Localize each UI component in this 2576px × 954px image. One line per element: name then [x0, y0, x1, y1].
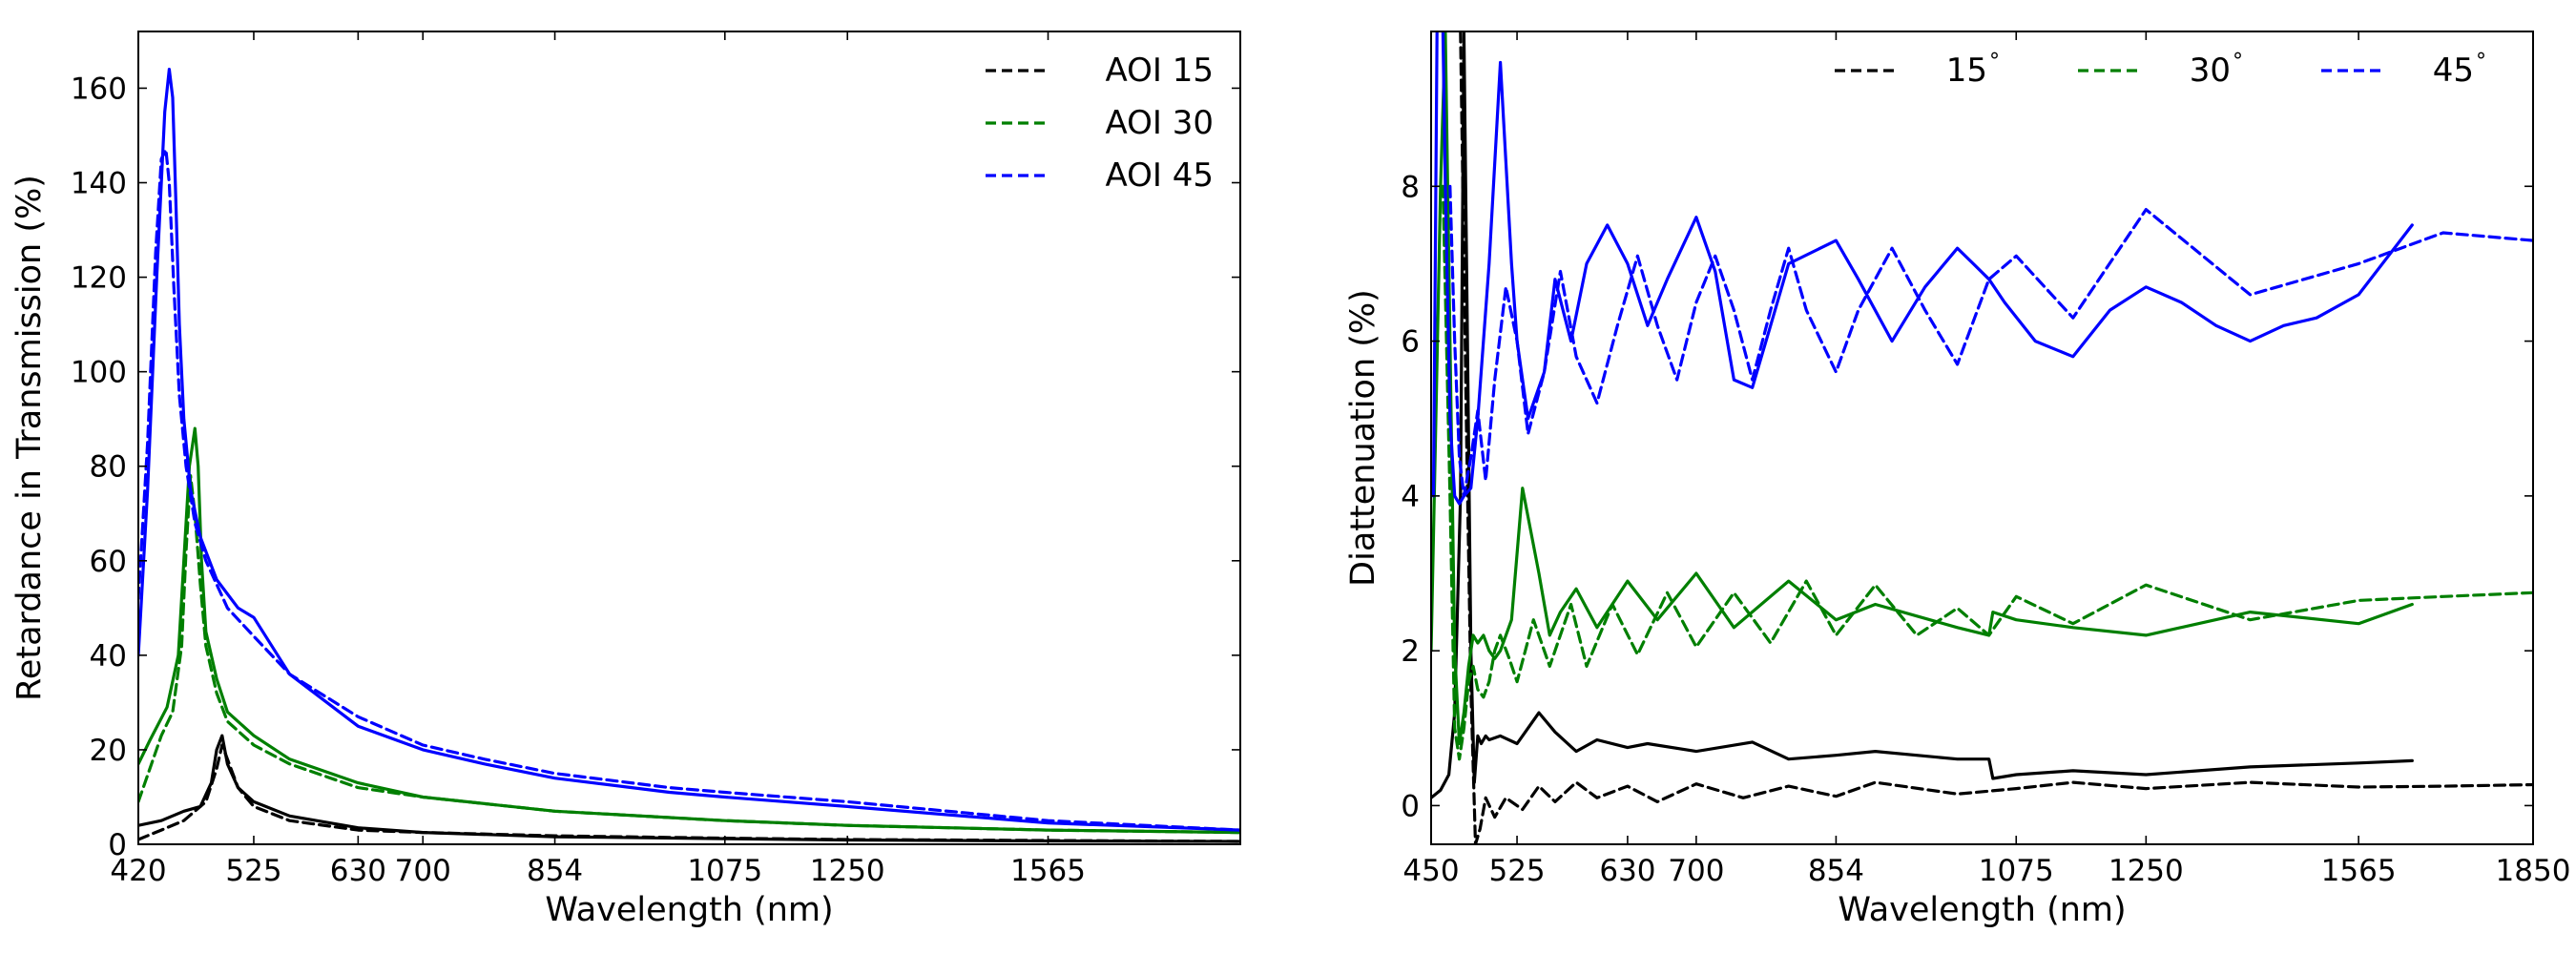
x-tick-label: 700: [1668, 854, 1724, 888]
x-tick-label: 1250: [2109, 854, 2184, 888]
x-tick-label: 1565: [2321, 854, 2397, 888]
legend: AOI 15 AOI 30 AOI 45: [986, 52, 1214, 195]
series-line-45-measured: [1431, 31, 2414, 506]
plot-area: [138, 67, 1240, 843]
x-tick-label: 1075: [687, 854, 762, 888]
series-line-45-model: [1448, 184, 2533, 498]
plot-frame: [1430, 31, 2534, 845]
y-tick-label: 160: [71, 72, 127, 106]
y-tick-label: 2: [1401, 634, 1420, 669]
y-tick-label: 100: [71, 356, 127, 390]
legend-degree-sign: °: [2476, 50, 2486, 73]
x-tick-label: 630: [1599, 854, 1655, 888]
legend-label: AOI 15: [1105, 52, 1214, 90]
series-line-aoi-15-model: [138, 743, 1240, 843]
x-tick-label: 854: [527, 854, 583, 888]
legend-degree-sign: °: [1989, 50, 2000, 73]
y-tick-label: 6: [1401, 325, 1420, 360]
series-line-15-measured: [1431, 31, 2414, 799]
x-tick-label: 700: [395, 854, 451, 888]
y-tick-label: 140: [71, 167, 127, 201]
x-tick-label: 1850: [2496, 854, 2571, 888]
series-line-aoi-30-measured: [138, 426, 1240, 835]
series-line-15-model: [1459, 31, 2533, 844]
diattenuation-chart: 450 525 630 700 854 1075 1250 1565 1850 0 2 4 6 8 Wave…: [1344, 31, 2571, 929]
series-line-aoi-45-model: [138, 148, 1240, 832]
x-axis-label: Wavelength (nm): [1838, 891, 2126, 929]
y-tick-label: 0: [108, 828, 127, 862]
y-tick-label: 4: [1401, 480, 1420, 514]
y-tick-label: 120: [71, 261, 127, 296]
series-line-aoi-45-measured: [138, 67, 1240, 832]
x-tick-label: 1250: [810, 854, 885, 888]
y-tick-label: 8: [1401, 170, 1420, 204]
legend-label: 15: [1946, 52, 1987, 90]
y-tick-label: 40: [90, 639, 127, 674]
legend-degree-sign: °: [2233, 50, 2243, 73]
y-tick-label: 80: [90, 450, 127, 485]
series-line-aoi-30-model: [138, 474, 1240, 835]
x-tick-label: 420: [110, 854, 166, 888]
plot-frame: [137, 31, 1241, 845]
plot-area: [1431, 31, 2533, 844]
x-axis-label: Wavelength (nm): [545, 891, 833, 929]
legend-label: AOI 30: [1105, 104, 1214, 142]
y-tick-label: 20: [90, 734, 127, 768]
x-tick-label: 450: [1402, 854, 1459, 888]
legend-label: 30: [2190, 52, 2231, 90]
series-line-30-measured: [1431, 31, 2414, 746]
y-axis-label: Diattenuation (%): [1344, 289, 1382, 587]
y-tick-label: 0: [1401, 789, 1420, 823]
x-tick-label: 1075: [1979, 854, 2054, 888]
x-tick-label: 525: [1488, 854, 1545, 888]
retardance-chart: 420 525 630 700 854 1075 1250 1565 0 20 40 60 80 100 1…: [10, 31, 1241, 929]
y-tick-label: 60: [90, 545, 127, 579]
series-line-30-model: [1441, 184, 2533, 761]
x-tick-label: 630: [330, 854, 386, 888]
x-tick-label: 854: [1808, 854, 1864, 888]
legend-label: 45: [2433, 52, 2474, 90]
legend: 15 ° 30 ° 45 °: [1835, 50, 2486, 90]
x-tick-label: 1565: [1010, 854, 1086, 888]
y-axis-label: Retardance in Transmission (%): [10, 175, 49, 701]
x-tick-label: 525: [225, 854, 281, 888]
legend-label: AOI 45: [1105, 156, 1214, 195]
